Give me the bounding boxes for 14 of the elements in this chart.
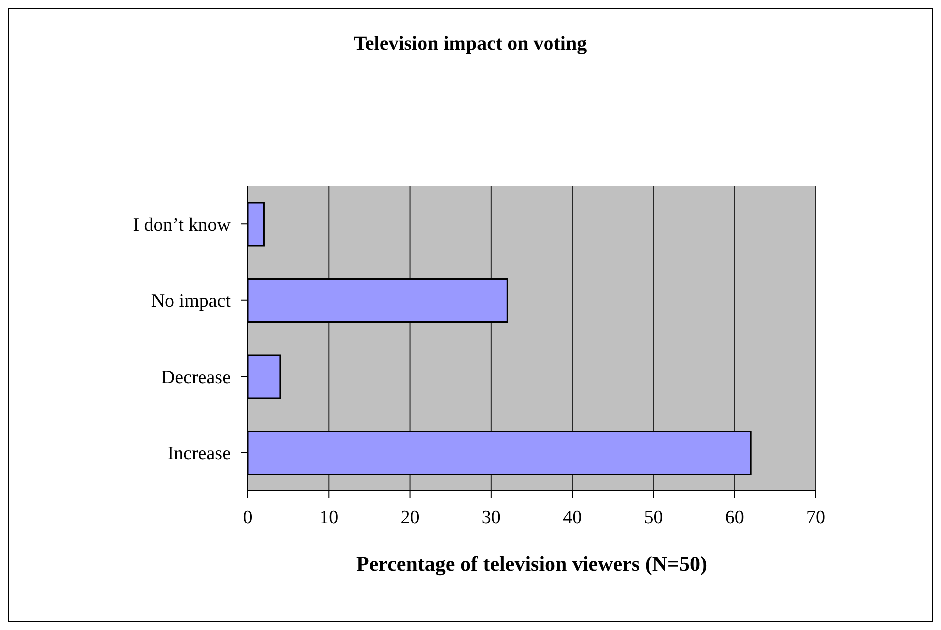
chart-title: Television impact on voting xyxy=(352,33,588,56)
x-tick-label: 20 xyxy=(400,507,420,528)
y-tick-label: No impact xyxy=(151,291,232,312)
x-tick-label: 30 xyxy=(482,507,501,528)
x-tick-label: 60 xyxy=(725,507,744,528)
x-tick-label: 0 xyxy=(243,507,253,528)
x-tick-label: 70 xyxy=(806,507,826,528)
x-tick-label: 40 xyxy=(563,507,582,528)
y-tick-label: I don’t know xyxy=(133,214,232,236)
x-tick-label: 50 xyxy=(644,507,664,528)
y-tick-label: Increase xyxy=(168,444,231,465)
y-tick-label: Decrease xyxy=(161,367,231,388)
x-tick-label: 10 xyxy=(320,507,339,528)
x-axis-title: Percentage of television viewers (N=50) xyxy=(356,552,708,576)
